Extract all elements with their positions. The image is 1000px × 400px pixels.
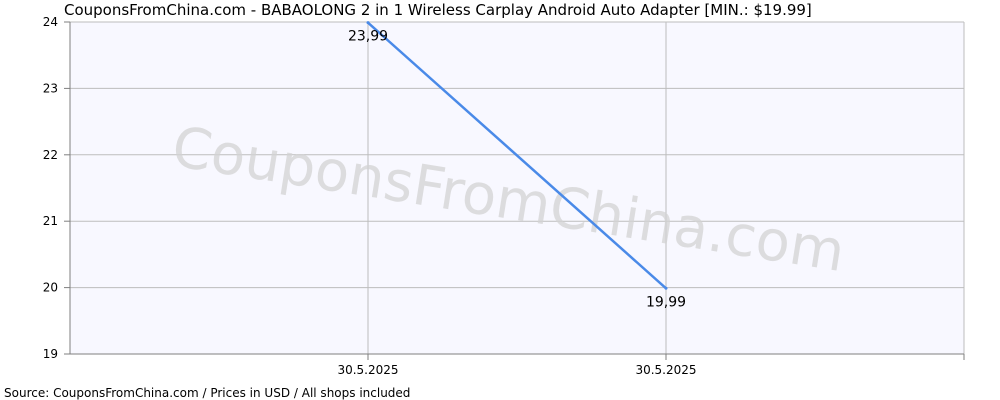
y-tick-label-2: 21 <box>43 214 58 228</box>
series-line-0 <box>366 21 668 290</box>
y-tick-label-5: 24 <box>43 15 58 29</box>
y-axis-tick-labels: 19 20 21 22 23 24 <box>43 15 58 361</box>
x-axis-tick-labels: 30.5.2025 30.5.2025 <box>337 363 696 377</box>
data-labels: 23,99 19,99 <box>348 29 686 311</box>
y-tick-label-1: 20 <box>43 281 58 295</box>
chart-title: CouponsFromChina.com - BABAOLONG 2 in 1 … <box>64 1 812 19</box>
plot-area <box>70 22 964 354</box>
axes <box>64 21 965 360</box>
data-point-1 <box>664 286 668 290</box>
price-series <box>366 21 668 290</box>
x-tick-label-1: 30.5.2025 <box>635 363 696 377</box>
data-point-0 <box>366 21 370 25</box>
x-tick-label-0: 30.5.2025 <box>337 363 398 377</box>
data-label-0: 23,99 <box>348 29 388 45</box>
y-tick-label-3: 22 <box>43 148 58 162</box>
y-tick-label-0: 19 <box>43 347 58 361</box>
data-label-1: 19,99 <box>646 294 686 310</box>
y-tick-label-4: 23 <box>43 81 58 95</box>
source-note: Source: CouponsFromChina.com / Prices in… <box>4 386 410 400</box>
